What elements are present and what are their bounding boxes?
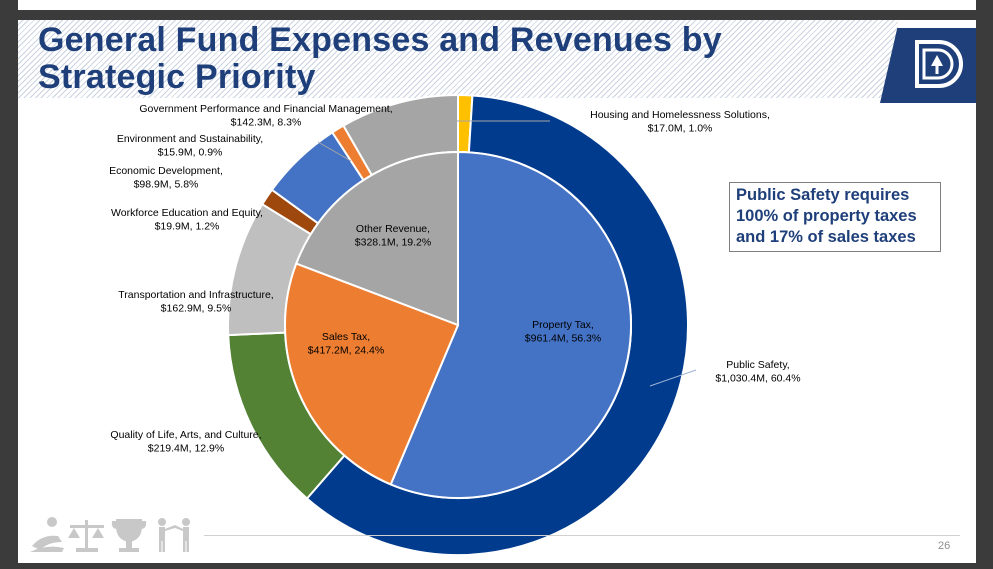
outer-value-government-performance-and-financial-management: $142.3M, 8.3%	[231, 117, 302, 129]
footer-icons	[30, 517, 190, 552]
title-line-2: Strategic Priority	[38, 58, 316, 96]
footer-divider	[204, 535, 960, 536]
outer-label-transportation-and-infrastructure: Transportation and Infrastructure,	[118, 289, 273, 301]
outer-value-workforce-education-and-equity: $19.9M, 1.2%	[155, 221, 220, 233]
denver-logo-icon	[915, 40, 963, 88]
outer-label-public-safety: Public Safety,	[726, 359, 789, 371]
outer-value-economic-development: $98.9M, 5.8%	[134, 179, 199, 191]
outer-value-housing-and-homelessness-solutions: $17.0M, 1.0%	[648, 123, 713, 135]
inner-slice-other-revenue	[294, 150, 459, 327]
outer-label-housing-and-homelessness-solutions: Housing and Homelessness Solutions,	[590, 109, 770, 121]
inner-label-other-revenue: Other Revenue,	[356, 223, 430, 235]
outer-label-government-performance-and-financial-management: Government Performance and Financial Man…	[139, 103, 392, 115]
trophy-icon	[111, 519, 147, 552]
outer-label-economic-development: Economic Development,	[109, 165, 223, 177]
previous-slide-edge	[18, 0, 976, 10]
inner-label-property-tax: Property Tax,	[532, 319, 594, 331]
inner-label-sales-tax: Sales Tax,	[322, 331, 370, 343]
inner-value-sales-tax: $417.2M, 24.4%	[308, 345, 384, 357]
leader-line-public-safety	[649, 369, 697, 387]
callout-line-2: 100% of property taxes	[736, 207, 917, 225]
inner-value-other-revenue: $328.1M, 19.2%	[355, 237, 431, 249]
outer-label-environment-and-sustainability: Environment and Sustainability,	[117, 133, 263, 145]
callout-line-3: and 17% of sales taxes	[736, 228, 916, 246]
title-line-1: General Fund Expenses and Revenues by	[38, 21, 722, 59]
donut-chart: Housing and Homelessness Solutions, $17.0…	[109, 93, 801, 556]
leader-line-environment-and-sustainability	[317, 141, 352, 162]
people-icon	[30, 517, 64, 552]
inner-value-property-tax: $961.4M, 56.3%	[525, 333, 601, 345]
page-number: 26	[938, 540, 951, 552]
outer-label-quality-of-life-arts-and-culture: Quality of Life, Arts, and Culture,	[110, 429, 261, 441]
callout-box: Public Safety requires 100% of property …	[729, 182, 941, 252]
outer-value-quality-of-life-arts-and-culture: $219.4M, 12.9%	[148, 443, 224, 455]
outer-value-transportation-and-infrastructure: $162.9M, 9.5%	[161, 303, 232, 315]
page-title: General Fund Expenses and Revenues by St…	[38, 22, 722, 96]
outer-label-workforce-education-and-equity: Workforce Education and Equity,	[111, 207, 263, 219]
slide: General Fund Expenses and Revenues by St…	[18, 20, 976, 563]
inner-slice-property-tax	[389, 150, 632, 499]
outer-value-public-safety: $1,030.4M, 60.4%	[715, 373, 800, 385]
inner-slice-sales-tax	[284, 262, 460, 486]
figures-icon	[158, 518, 190, 552]
outer-value-environment-and-sustainability: $15.9M, 0.9%	[158, 147, 223, 159]
callout-line-1: Public Safety requires	[736, 186, 910, 204]
scales-icon	[68, 520, 104, 552]
title-hatch-band	[18, 20, 898, 98]
